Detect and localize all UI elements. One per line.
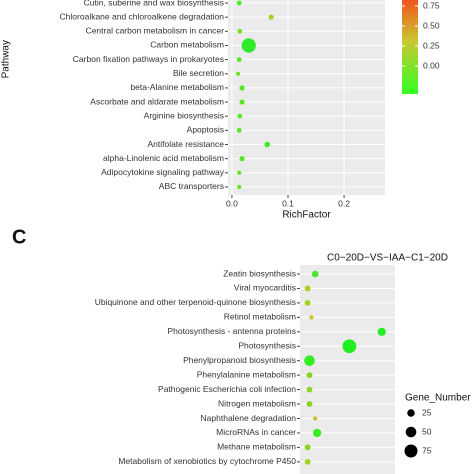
- y-tick-label: ABC transporters: [159, 181, 224, 191]
- y-tick-label: Chloroalkane and chloroalkene degradatio…: [60, 11, 225, 21]
- data-point: [264, 141, 271, 148]
- y-tick-label: Antifolate resistance: [147, 139, 224, 149]
- x-tick-label: 0.0: [226, 198, 238, 208]
- legend-title: Gene_Number: [405, 393, 471, 404]
- y-tick-label: Central carbon metabolism in cancer: [86, 26, 225, 36]
- legend-label: 75: [422, 445, 432, 455]
- y-tick-label: alpha-Linolenic acid metabolism: [103, 153, 224, 163]
- data-point: [342, 339, 357, 354]
- data-point: [313, 416, 318, 421]
- data-point: [241, 38, 256, 53]
- colorbar-label: 0.00: [423, 60, 440, 70]
- data-point: [239, 156, 245, 162]
- y-tick-label: Apoptosis: [187, 125, 224, 135]
- data-point: [235, 71, 241, 76]
- y-tick-label: Phenylalanine metabolism: [197, 369, 296, 379]
- y-tick-label: Cutin, suberine and wax biosynthesis: [84, 0, 224, 7]
- legend-symbol: [405, 426, 417, 438]
- data-point: [237, 170, 242, 175]
- y-tick-label: MicroRNAs in cancer: [216, 427, 296, 437]
- data-point: [312, 428, 322, 438]
- plot-background: [228, 0, 385, 195]
- y-tick-label: Phenylpropanoid biosynthesis: [183, 355, 296, 365]
- y-tick-label: Ascorbate and aldarate metabolism: [90, 96, 224, 106]
- y-tick-label: Retinol metabolism: [224, 312, 296, 322]
- data-point: [239, 85, 245, 91]
- data-point: [304, 355, 315, 367]
- legend-symbol: [407, 409, 415, 417]
- data-point: [236, 57, 242, 62]
- data-point: [237, 113, 243, 119]
- data-point: [304, 299, 311, 306]
- x-axis-label: RichFactor: [282, 210, 331, 221]
- y-tick-label: Zeatin biosynthesis: [223, 268, 296, 278]
- legend-symbol: [404, 444, 418, 458]
- y-tick-label: Bile secretion: [173, 68, 224, 78]
- data-point: [239, 99, 245, 105]
- chart-title: C0−20D−VS−IAA−C1−20D: [327, 253, 448, 264]
- data-point: [306, 401, 313, 407]
- y-tick-label: Arginine biosynthesis: [144, 110, 224, 120]
- colorbar-label: 0.25: [423, 40, 440, 50]
- y-tick-label: Viral myocarditis: [234, 283, 296, 293]
- data-point: [236, 127, 242, 133]
- data-point: [237, 28, 243, 34]
- data-point: [377, 327, 386, 336]
- colorbar: [402, 0, 418, 94]
- y-tick-label: Pathogenic Escherichia coli infection: [158, 384, 296, 394]
- y-tick-label: Metabolism of xenobiotics by cytochrome …: [118, 456, 296, 466]
- legend-label: 50: [422, 426, 432, 436]
- plot-background: [300, 265, 395, 474]
- data-point: [311, 270, 319, 278]
- y-tick-label: Photosynthesis: [238, 341, 296, 351]
- data-point: [304, 458, 311, 465]
- y-tick-label: beta-Alanine metabolism: [130, 82, 224, 92]
- x-tick-label: 0.2: [338, 198, 350, 208]
- data-point: [304, 444, 311, 451]
- data-point: [309, 315, 314, 320]
- y-axis-label: Pathway: [1, 40, 12, 78]
- data-point: [237, 184, 242, 190]
- y-tick-label: Methane metabolism: [217, 442, 296, 452]
- x-tick-label: 0.1: [282, 198, 294, 208]
- colorbar-label: 0.50: [423, 20, 440, 30]
- data-point: [304, 285, 311, 292]
- y-tick-label: Carbon metabolism: [150, 40, 224, 50]
- y-tick-label: Adipocytokine signaling pathway: [101, 167, 225, 177]
- y-tick-label: Carbon fixation pathways in prokaryotes: [73, 54, 224, 64]
- data-point: [306, 386, 313, 393]
- colorbar-label: 0.75: [423, 0, 440, 10]
- legend-label: 25: [422, 407, 432, 417]
- y-tick-label: Ubiquinone and other terpenoid-quinone b…: [95, 297, 296, 307]
- y-tick-label: Photosynthesis - antenna proteins: [167, 326, 296, 336]
- data-point: [268, 14, 274, 20]
- data-point: [306, 372, 313, 379]
- y-tick-label: Nitrogen metabolism: [218, 398, 296, 408]
- y-tick-label: Naphthalene degradation: [201, 413, 297, 423]
- data-point: [236, 0, 242, 6]
- panel-label: C: [12, 226, 26, 248]
